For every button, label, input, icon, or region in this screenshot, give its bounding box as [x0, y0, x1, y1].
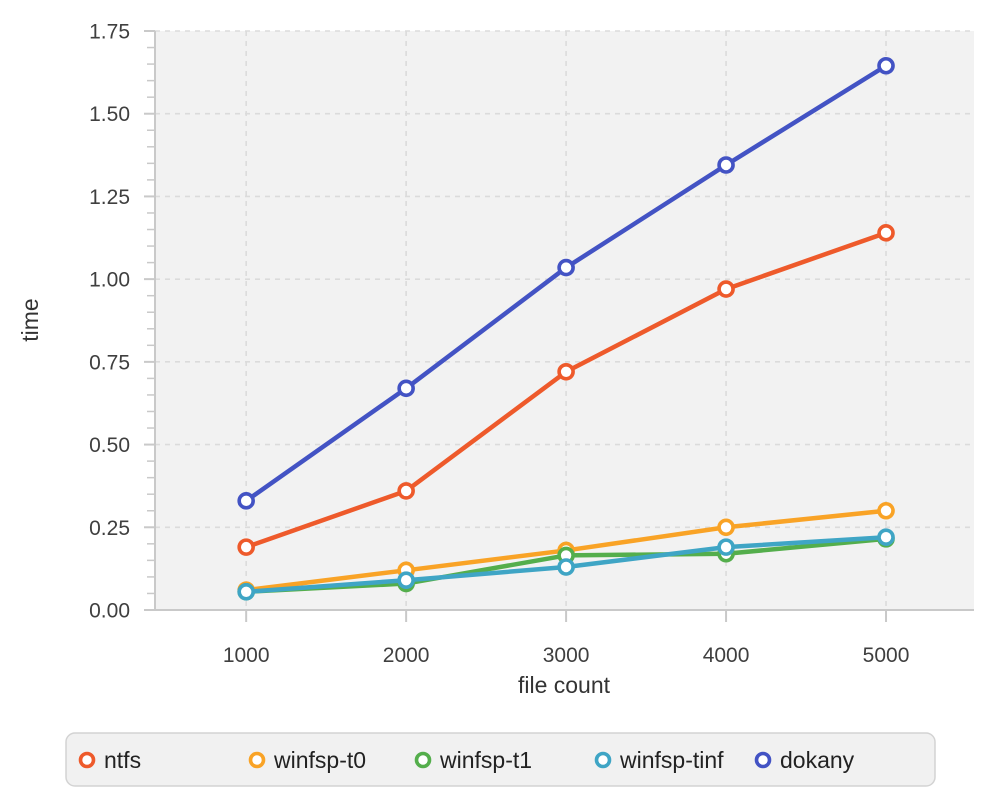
point-dokany-4000 [717, 156, 735, 174]
legend-marker-dokany [754, 751, 772, 769]
x-tick-label-1000: 1000 [223, 644, 270, 667]
legend: ntfs winfsp-t0 winfsp-t1 winfsp-tinf dokany [65, 732, 936, 787]
point-winfsp-tinf-3000 [557, 558, 575, 576]
point-ntfs-4000 [717, 280, 735, 298]
legend-label-ntfs: ntfs [104, 747, 141, 773]
y-tick-label-0.75: 0.75 [89, 351, 130, 374]
legend-item-dokany: dokany [754, 747, 855, 773]
point-winfsp-tinf-2000 [397, 571, 415, 590]
legend-label-dokany: dokany [780, 747, 855, 773]
point-ntfs-2000 [397, 482, 415, 500]
legend-marker-ntfs [78, 751, 96, 769]
point-ntfs-5000 [877, 224, 895, 242]
legend-box [65, 732, 936, 787]
point-dokany-2000 [397, 379, 415, 398]
point-dokany-3000 [557, 258, 575, 277]
legend-label-winfsp-t1: winfsp-t1 [439, 747, 532, 773]
y-axis-title: time [17, 298, 43, 341]
point-dokany-1000 [237, 492, 255, 510]
plot-background-layer [155, 31, 974, 610]
y-tick-label-1.00: 1.00 [89, 269, 130, 292]
legend-marker-winfsp-t1 [414, 751, 432, 769]
series-ntfs [237, 224, 895, 556]
data-series-layer [237, 56, 895, 601]
series-dokany [237, 56, 895, 510]
plot-background [155, 31, 974, 610]
y-tick-label-0.25: 0.25 [89, 517, 130, 540]
point-dokany-5000 [877, 56, 895, 75]
tick-labels-layer: 0.00 0.25 0.50 0.75 1.00 1.25 1.50 1.75 1000 2000… [89, 21, 909, 668]
y-tick-label-0.00: 0.00 [89, 600, 130, 623]
series-winfsp-tinf [237, 528, 895, 601]
point-winfsp-t0-4000 [717, 518, 735, 537]
y-tick-label-1.75: 1.75 [89, 21, 130, 44]
point-winfsp-t0-5000 [877, 501, 895, 520]
axes-layer [144, 30, 974, 622]
x-tick-label-3000: 3000 [543, 644, 590, 667]
point-winfsp-tinf-5000 [877, 528, 895, 547]
point-ntfs-1000 [237, 538, 255, 556]
legend-item-winfsp-t1: winfsp-t1 [414, 747, 532, 773]
point-ntfs-3000 [557, 362, 575, 381]
y-tick-label-1.50: 1.50 [89, 103, 130, 126]
x-axis-title: file count [518, 672, 611, 698]
legend-marker-winfsp-tinf [594, 751, 612, 769]
legend-item-ntfs: ntfs [78, 747, 141, 773]
point-winfsp-tinf-1000 [237, 583, 255, 601]
legend-marker-winfsp-t0 [248, 751, 266, 769]
legend-item-winfsp-t0: winfsp-t0 [248, 747, 366, 773]
legend-label-winfsp-tinf: winfsp-tinf [619, 747, 724, 773]
x-tick-label-5000: 5000 [863, 644, 910, 667]
x-tick-label-2000: 2000 [383, 644, 430, 667]
y-tick-label-1.25: 1.25 [89, 186, 130, 209]
legend-label-winfsp-t0: winfsp-t0 [273, 747, 366, 773]
point-winfsp-tinf-4000 [717, 538, 735, 556]
x-tick-label-4000: 4000 [703, 644, 750, 667]
y-tick-label-0.50: 0.50 [89, 434, 130, 457]
legend-item-winfsp-tinf: winfsp-tinf [594, 747, 724, 773]
